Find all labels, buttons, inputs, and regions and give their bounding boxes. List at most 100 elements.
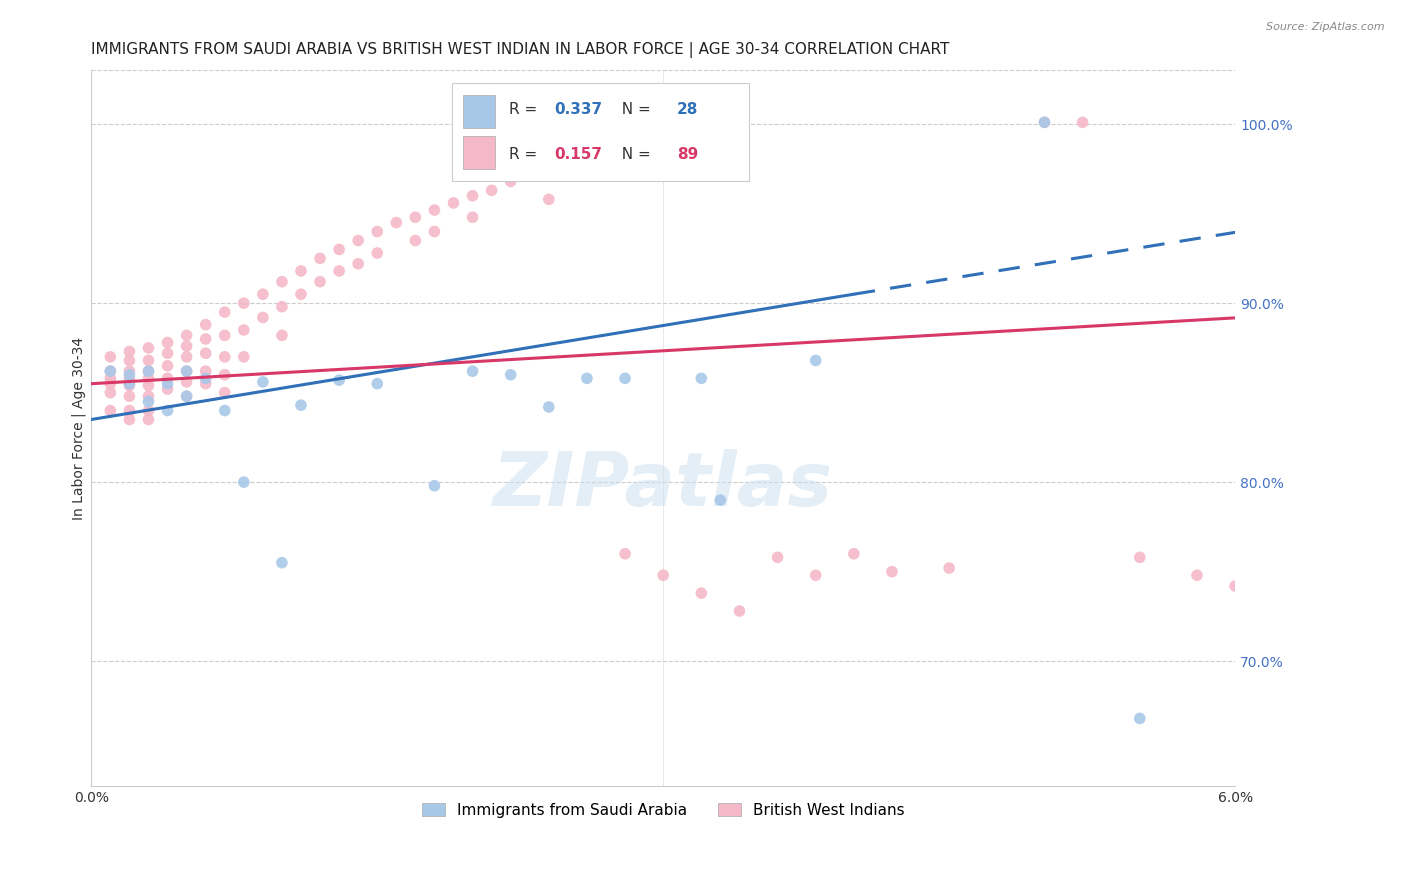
Point	[176, 364, 198, 378]
Point	[499, 174, 522, 188]
Point	[138, 389, 160, 403]
Point	[194, 371, 217, 385]
Point	[232, 350, 254, 364]
Point	[214, 403, 236, 417]
Point	[328, 243, 350, 257]
Point	[118, 412, 141, 426]
Point	[138, 364, 160, 378]
Text: N =: N =	[612, 103, 655, 118]
Point	[232, 323, 254, 337]
Y-axis label: In Labor Force | Age 30-34: In Labor Force | Age 30-34	[72, 337, 86, 520]
Point	[271, 275, 294, 289]
Point	[214, 350, 236, 364]
Point	[156, 335, 179, 350]
Point	[156, 376, 179, 391]
Point	[271, 300, 294, 314]
Point	[118, 371, 141, 385]
Point	[804, 353, 827, 368]
Point	[766, 550, 789, 565]
Point	[176, 389, 198, 403]
Point	[614, 371, 637, 385]
Point	[176, 350, 198, 364]
Point	[118, 378, 141, 392]
Point	[214, 305, 236, 319]
Point	[366, 225, 388, 239]
Text: Source: ZipAtlas.com: Source: ZipAtlas.com	[1267, 22, 1385, 32]
Point	[138, 412, 160, 426]
Point	[309, 275, 332, 289]
Point	[214, 328, 236, 343]
Point	[328, 264, 350, 278]
Point	[232, 475, 254, 490]
Point	[423, 225, 446, 239]
Point	[423, 202, 446, 217]
Point	[880, 565, 903, 579]
Point	[252, 375, 274, 389]
Point	[176, 339, 198, 353]
Point	[98, 385, 121, 400]
Point	[328, 373, 350, 387]
Point	[176, 364, 198, 378]
Point	[118, 389, 141, 403]
Text: R =: R =	[509, 103, 541, 118]
Point	[156, 371, 179, 385]
FancyBboxPatch shape	[463, 95, 495, 128]
Point	[118, 368, 141, 382]
Point	[461, 188, 484, 202]
Point	[423, 479, 446, 493]
Text: 28: 28	[676, 103, 699, 118]
Point	[118, 344, 141, 359]
Point	[176, 328, 198, 343]
Point	[481, 183, 503, 197]
Point	[194, 332, 217, 346]
Point	[366, 246, 388, 260]
Text: 0.157: 0.157	[554, 146, 603, 161]
Text: IMMIGRANTS FROM SAUDI ARABIA VS BRITISH WEST INDIAN IN LABOR FORCE | AGE 30-34 C: IMMIGRANTS FROM SAUDI ARABIA VS BRITISH …	[91, 42, 949, 58]
Point	[575, 156, 598, 170]
Text: N =: N =	[612, 146, 655, 161]
Point	[194, 318, 217, 332]
Point	[557, 161, 579, 176]
Point	[461, 364, 484, 378]
Point	[118, 364, 141, 378]
Point	[366, 376, 388, 391]
Point	[194, 364, 217, 378]
Point	[842, 547, 865, 561]
Point	[309, 252, 332, 266]
Point	[118, 353, 141, 368]
Point	[156, 346, 179, 360]
Point	[194, 376, 217, 391]
Point	[138, 403, 160, 417]
Text: 0.337: 0.337	[554, 103, 603, 118]
Point	[176, 375, 198, 389]
Point	[461, 211, 484, 225]
Point	[290, 264, 312, 278]
Point	[709, 493, 731, 508]
Point	[290, 287, 312, 301]
Point	[1033, 115, 1056, 129]
Point	[1071, 115, 1094, 129]
Point	[138, 378, 160, 392]
Point	[118, 403, 141, 417]
Point	[690, 586, 713, 600]
Point	[938, 561, 960, 575]
Point	[690, 371, 713, 385]
Point	[290, 398, 312, 412]
Point	[519, 167, 541, 181]
Point	[347, 257, 370, 271]
Point	[347, 234, 370, 248]
Point	[1129, 711, 1152, 725]
Point	[537, 192, 560, 206]
Point	[271, 328, 294, 343]
Point	[214, 368, 236, 382]
Point	[156, 403, 179, 417]
Point	[176, 389, 198, 403]
Point	[98, 403, 121, 417]
Point	[1185, 568, 1208, 582]
Point	[98, 350, 121, 364]
Point	[443, 195, 465, 210]
Point	[614, 547, 637, 561]
Point	[804, 568, 827, 582]
Point	[252, 310, 274, 325]
Point	[232, 296, 254, 310]
